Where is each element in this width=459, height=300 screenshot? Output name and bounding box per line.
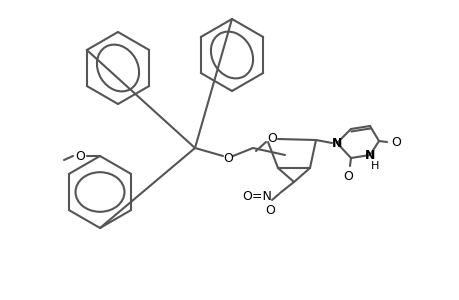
Text: O=N: O=N	[241, 190, 271, 203]
Text: O: O	[267, 131, 276, 145]
Text: O: O	[75, 149, 85, 163]
Text: O: O	[390, 136, 400, 148]
Text: O: O	[264, 203, 274, 217]
Text: O: O	[223, 152, 232, 164]
Text: N: N	[331, 136, 341, 149]
Text: N: N	[364, 148, 375, 161]
Text: O: O	[342, 169, 352, 182]
Text: H: H	[370, 161, 378, 171]
